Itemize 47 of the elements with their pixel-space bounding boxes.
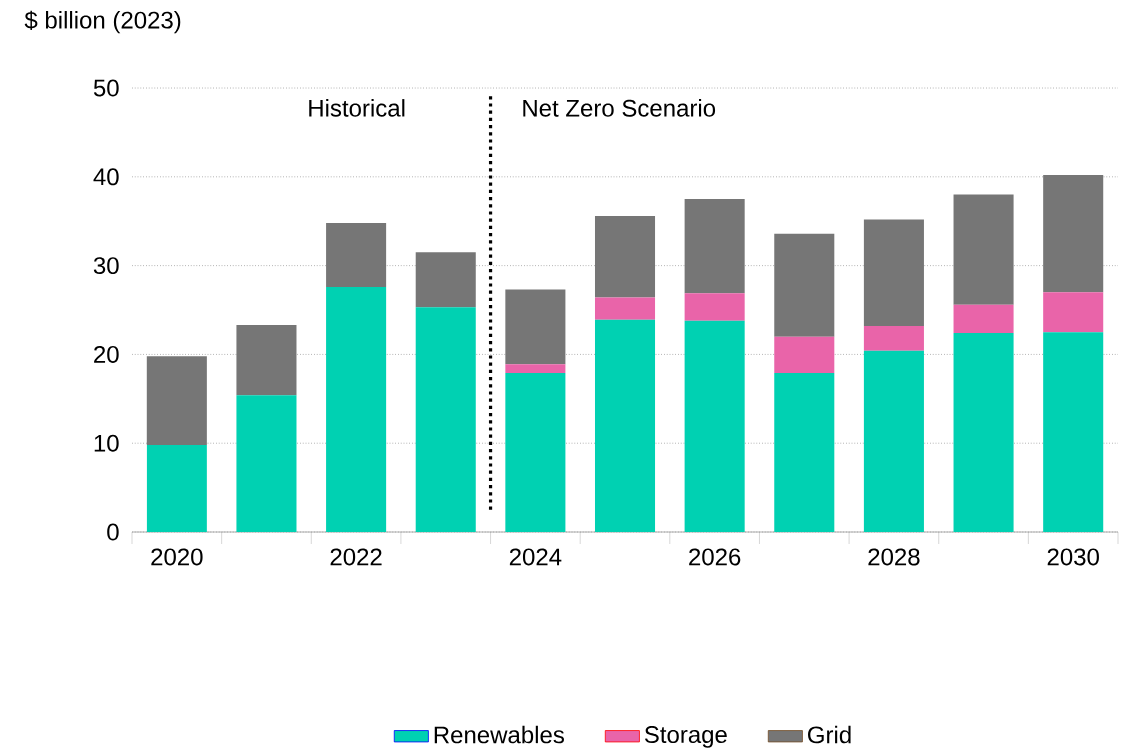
legend-label: Storage	[644, 726, 727, 748]
y-tick-label: 10	[94, 434, 119, 452]
bar	[594, 297, 656, 320]
bar	[684, 199, 745, 294]
bar	[774, 373, 835, 533]
y-tick-label: 0	[107, 523, 119, 541]
x-tick-label: 2022	[330, 548, 382, 566]
bar	[953, 304, 1014, 334]
bar	[505, 364, 566, 374]
bar	[236, 395, 297, 533]
y-axis-title: $ billion (2023)	[24, 10, 181, 34]
bar	[1043, 332, 1104, 533]
bar	[863, 350, 924, 533]
legend-label: Grid	[808, 725, 851, 744]
y-tick-label: 30	[93, 257, 119, 275]
bar	[505, 373, 566, 533]
bar	[774, 336, 835, 374]
bar	[505, 289, 566, 365]
bar	[953, 194, 1014, 305]
bar	[326, 223, 387, 288]
bar	[863, 326, 924, 351]
y-tick-label: 20	[94, 346, 119, 364]
y-tick-label: 50	[93, 79, 119, 97]
bar	[326, 287, 387, 533]
bar	[594, 319, 656, 533]
x-tick-label: 2026	[689, 548, 741, 566]
bar	[1043, 175, 1104, 293]
bar	[774, 233, 835, 337]
bar	[684, 293, 745, 321]
bar	[953, 333, 1014, 533]
bar	[1043, 292, 1104, 333]
bar	[863, 219, 924, 327]
x-tick-label: 2020	[151, 548, 203, 566]
annotation: Historical	[309, 99, 405, 117]
bar	[415, 252, 476, 308]
y-tick-label: 40	[93, 168, 119, 186]
x-tick-label: 2024	[509, 548, 562, 566]
annotation: Net Zero Scenario	[523, 99, 716, 117]
x-tick-label: 2028	[868, 548, 920, 566]
bar	[415, 307, 476, 533]
bar	[146, 356, 207, 446]
bar	[684, 320, 745, 533]
legend-label: Renewables	[434, 725, 564, 744]
bar	[146, 445, 207, 533]
bar	[236, 325, 297, 396]
x-tick-label: 2030	[1047, 548, 1099, 566]
bar	[594, 216, 656, 298]
